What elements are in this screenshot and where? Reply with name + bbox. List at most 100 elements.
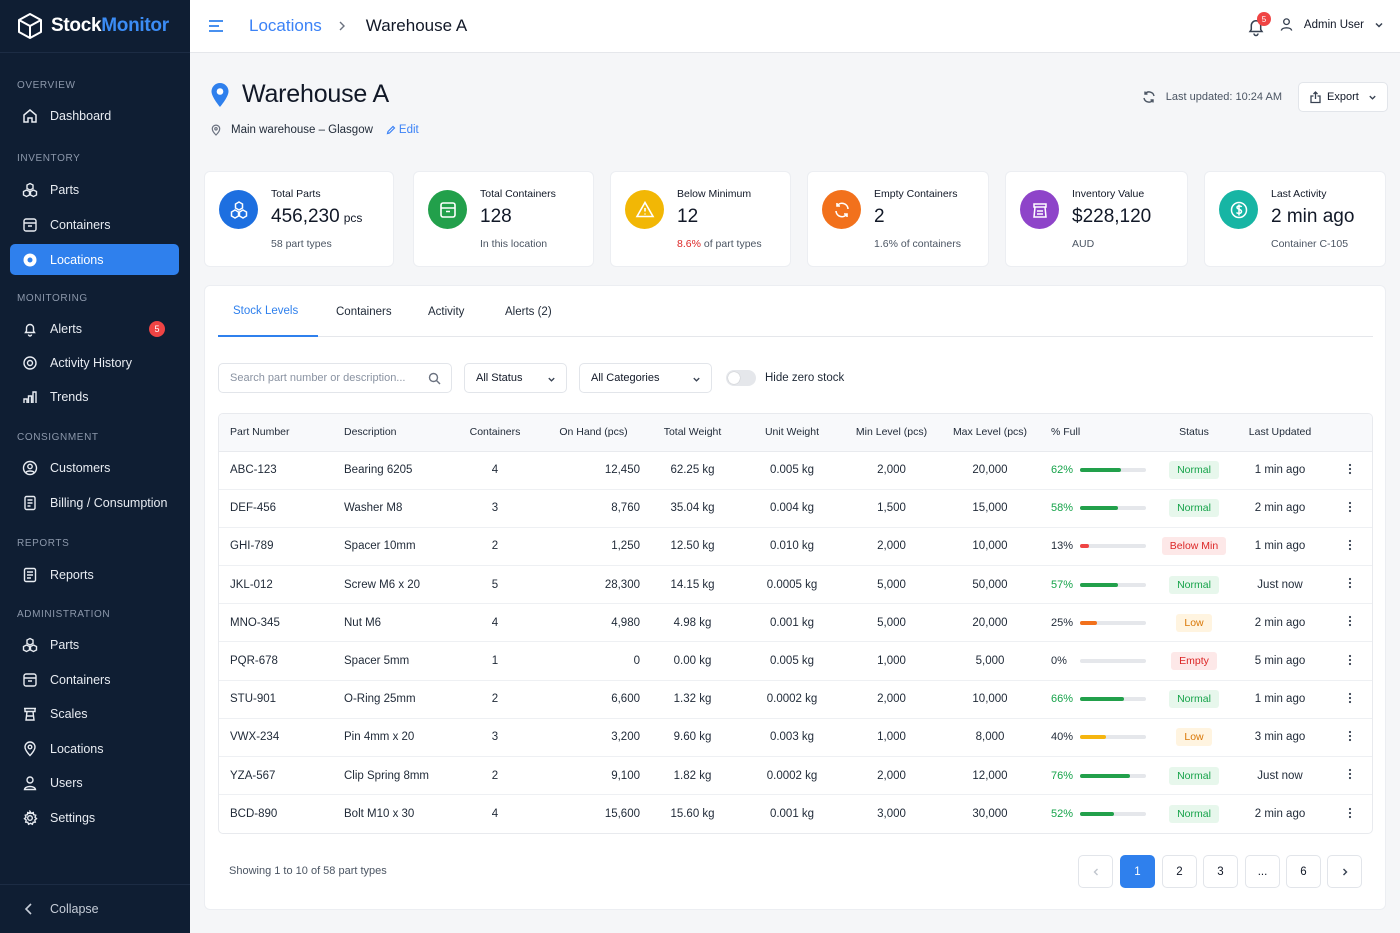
cell-part-number[interactable]: JKL-012 [230, 578, 273, 591]
sidebar-item-admin-containers[interactable]: Containers [10, 664, 179, 695]
sidebar-item-containers[interactable]: Containers [10, 209, 179, 240]
table-row[interactable]: PQR-678 Spacer 5mm 1 0 0.00 kg 0.005 kg 1,000 5… [219, 642, 1372, 681]
pagination-page-3[interactable]: 3 [1203, 855, 1238, 888]
more-options-icon[interactable] [1344, 807, 1356, 819]
cell-part-number[interactable]: MNO-345 [230, 616, 280, 629]
more-options-icon[interactable] [1344, 768, 1356, 780]
sidebar-item-billing[interactable]: Billing / Consumption [10, 487, 179, 518]
table-row[interactable]: JKL-012 Screw M6 x 20 5 28,300 14.15 kg 0.000… [219, 566, 1372, 604]
export-button[interactable]: Export [1298, 82, 1388, 112]
sidebar-item-admin-parts[interactable]: Parts [10, 629, 179, 660]
sidebar-item-label: Scales [50, 706, 88, 721]
cell-part-number[interactable]: BCD-890 [230, 808, 278, 821]
sidebar-item-parts[interactable]: Parts [10, 174, 179, 205]
hamburger-menu-icon[interactable] [207, 17, 225, 35]
sidebar-item-alerts[interactable]: Alerts 5 [10, 313, 179, 344]
sidebar-item-trends[interactable]: Trends [10, 381, 179, 412]
cell-part-number[interactable]: VWX-234 [230, 731, 280, 744]
table-row[interactable]: BCD-890 Bolt M10 x 30 4 15,600 15.60 kg 0.001… [219, 795, 1372, 833]
cell-last-updated: 1 min ago [1254, 464, 1306, 477]
table-row[interactable]: YZA-567 Clip Spring 8mm 2 9,100 1.82 kg 0.000… [219, 757, 1372, 795]
sidebar-item-scales[interactable]: Scales [10, 698, 179, 729]
chevron-down-icon [1369, 95, 1376, 100]
sidebar-item-dashboard[interactable]: Dashboard [10, 100, 179, 131]
column-header[interactable]: On Hand (pcs) [543, 414, 644, 452]
more-options-icon[interactable] [1344, 692, 1356, 704]
notifications-bell-icon[interactable] [1246, 17, 1266, 37]
pagination-page-2[interactable]: 2 [1162, 855, 1197, 888]
hide-zero-stock-toggle[interactable] [726, 370, 756, 386]
table-row[interactable]: STU-901 O-Ring 25mm 2 6,600 1.32 kg 0.0002 kg… [219, 680, 1372, 719]
table-row[interactable]: ABC-123 Bearing 6205 4 12,450 62.25 kg 0.005 … [219, 451, 1372, 490]
pagination-page-6[interactable]: 6 [1286, 855, 1321, 888]
more-options-icon[interactable] [1344, 577, 1356, 589]
tab-activity[interactable]: Activity [428, 305, 465, 318]
table-row[interactable]: DEF-456 Washer M8 3 8,760 35.04 kg 0.004 kg 1,… [219, 489, 1372, 528]
more-options-icon[interactable] [1344, 654, 1356, 666]
sidebar-item-admin-locations[interactable]: Locations [10, 733, 179, 764]
column-header[interactable]: % Full [1040, 414, 1153, 452]
collapse-button[interactable]: Collapse [0, 884, 190, 933]
edit-label: Edit [398, 124, 419, 136]
more-options-icon[interactable] [1344, 501, 1356, 513]
more-options-icon[interactable] [1344, 730, 1356, 742]
stock-table: Part Number Description Containers On Ha… [218, 413, 1373, 834]
cell-part-number[interactable]: DEF-456 [230, 502, 277, 515]
sidebar-item-customers[interactable]: Customers [10, 452, 179, 483]
table-row[interactable]: MNO-345 Nut M6 4 4,980 4.98 kg 0.001 kg 5,000 2… [219, 604, 1372, 642]
stat-sub: 1.6% of containers [874, 238, 961, 250]
column-header[interactable]: Part Number [219, 414, 333, 452]
cell-part-number[interactable]: PQR-678 [230, 655, 278, 668]
tab-alerts[interactable]: Alerts (2) [505, 305, 552, 318]
more-options-icon[interactable] [1344, 539, 1356, 551]
column-header[interactable]: Status [1153, 414, 1235, 452]
cell-min-level: 5,000 [877, 616, 906, 629]
sidebar-item-settings[interactable]: Settings [10, 802, 179, 833]
column-header[interactable]: Last Updated [1235, 414, 1325, 452]
column-header[interactable]: Containers [447, 414, 543, 452]
edit-location-link[interactable]: Edit [386, 124, 419, 136]
sidebar-item-activity-history[interactable]: Activity History [10, 347, 179, 378]
pagination-next-button[interactable] [1327, 855, 1362, 888]
breadcrumb-locations-link[interactable]: Locations [249, 16, 322, 35]
sidebar-item-label: Billing / Consumption [50, 495, 168, 510]
more-options-icon[interactable] [1344, 463, 1356, 475]
brand[interactable]: StockMonitor [0, 0, 190, 53]
cell-part-number[interactable]: YZA-567 [230, 769, 276, 782]
sidebar-item-users[interactable]: Users [10, 767, 179, 798]
tab-stock-levels[interactable]: Stock Levels [218, 286, 318, 337]
status-badge: Normal [1169, 805, 1219, 824]
cell-on-hand: 4,980 [611, 616, 640, 629]
percent-full-indicator: 13% [1051, 540, 1153, 552]
column-header[interactable]: Total Weight [644, 414, 741, 452]
table-row[interactable]: GHI-789 Spacer 10mm 2 1,250 12.50 kg 0.010 kg… [219, 527, 1372, 566]
column-header-actions [1325, 414, 1372, 452]
column-header[interactable]: Max Level (pcs) [940, 414, 1040, 452]
category-filter-select[interactable]: All Categories [579, 363, 712, 393]
cell-actions [1325, 718, 1372, 756]
column-header[interactable]: Min Level (pcs) [843, 414, 940, 452]
pagination-page-1[interactable]: 1 [1120, 855, 1155, 888]
cell-last-updated: Just now [1257, 769, 1303, 782]
cell-total-weight: 14.15 kg [670, 578, 715, 591]
search-input[interactable]: Search part number or description... [218, 363, 452, 393]
pagination-prev-button[interactable] [1078, 855, 1113, 888]
more-options-icon[interactable] [1344, 615, 1356, 627]
tab-containers[interactable]: Containers [336, 305, 392, 318]
sidebar-item-locations[interactable]: Locations [10, 244, 179, 275]
table-row[interactable]: VWX-234 Pin 4mm x 20 3 3,200 9.60 kg 0.003 kg… [219, 718, 1372, 757]
user-menu[interactable]: Admin User [1279, 17, 1384, 32]
cell-part-number[interactable]: STU-901 [230, 693, 277, 706]
sidebar-item-reports[interactable]: Reports [10, 559, 179, 590]
status-filter-select[interactable]: All Status [464, 363, 567, 393]
cell-status: Normal [1153, 795, 1235, 833]
cell-part-number[interactable]: ABC-123 [230, 464, 277, 477]
column-header[interactable]: Description [333, 414, 447, 452]
cell-total-weight: 12.50 kg [670, 540, 715, 553]
column-header[interactable]: Unit Weight [741, 414, 843, 452]
cell-part-number[interactable]: GHI-789 [230, 540, 274, 553]
refresh-icon[interactable] [1142, 90, 1156, 104]
cell-status: Below Min [1153, 527, 1235, 565]
cell-status: Normal [1153, 757, 1235, 795]
cell-containers: 4 [491, 808, 499, 821]
